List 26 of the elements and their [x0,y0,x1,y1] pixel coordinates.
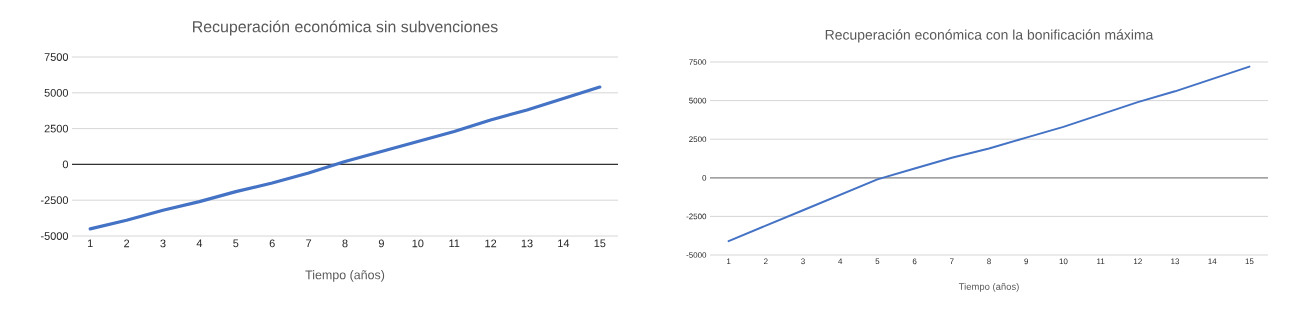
x-tick-label: 9 [378,239,384,248]
y-tick-label: 2500 [44,124,69,133]
x-tick-label: 3 [160,239,166,248]
chart-title: Recuperación económica con la bonificación máxima [825,29,1154,43]
x-axis-title: Tiempo (años) [958,283,1019,292]
y-tick-label: 7500 [44,53,69,61]
y-tick-label: -2500 [40,196,69,205]
y-tick-label: 0 [62,160,69,169]
y-tick-label: -5000 [40,232,69,240]
x-tick-label: 11 [449,239,460,248]
y-tick-label: 5000 [44,88,69,97]
x-tick-label: 1 [87,239,93,248]
x-tick-label: 5 [233,239,239,248]
x-tick-label: 15 [594,239,606,248]
x-tick-label: 12 [485,239,497,248]
x-tick-label: 2 [124,239,130,248]
x-tick-label: 6 [269,239,275,248]
x-tick-label: 4 [196,239,203,248]
x-tick-label: 13 [521,239,533,248]
line-series [88,85,602,231]
x-tick-label: 14 [558,239,570,248]
x-axis-title: Tiempo (años) [305,270,385,282]
chart-title: Recuperación económica sin subvenciones [193,20,498,36]
x-tick-label: 10 [412,239,424,248]
x-tick-label: 7 [306,239,312,248]
x-tick-label: 8 [342,239,348,248]
